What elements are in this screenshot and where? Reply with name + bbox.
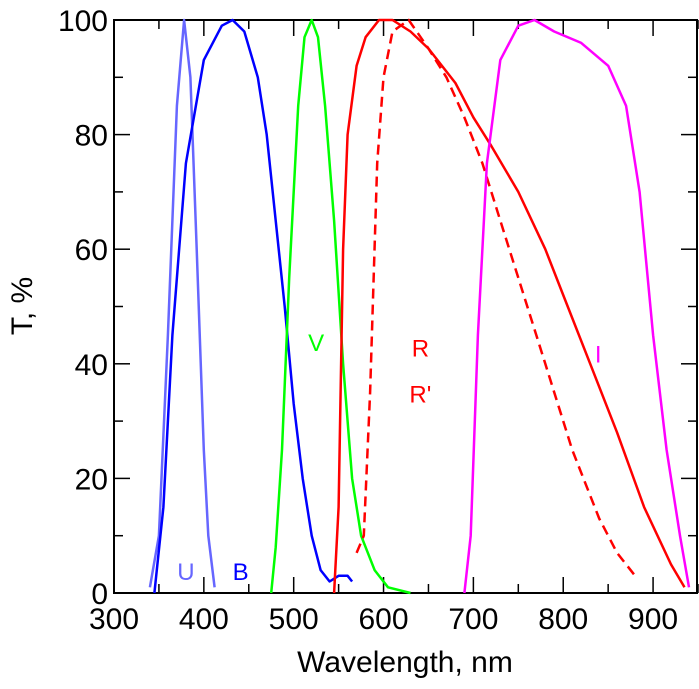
series-r-line <box>332 18 686 594</box>
y-axis-label: T, % <box>6 277 39 335</box>
series-label: B <box>233 559 249 586</box>
series-v-line <box>269 18 411 595</box>
y-tick-label: 100 <box>58 5 108 38</box>
x-tick-label: 500 <box>269 603 319 636</box>
x-axis-label: Wavelength, nm <box>297 646 513 679</box>
x-tick-label: 700 <box>448 603 498 636</box>
series-b-line <box>153 18 354 594</box>
y-tick-label: 0 <box>91 578 108 611</box>
y-tick-label: 80 <box>75 120 108 153</box>
x-tick-label: 300 <box>89 603 139 636</box>
series-r-prime-line <box>355 18 637 577</box>
y-tick-label: 60 <box>75 234 108 267</box>
series-label: I <box>595 341 602 368</box>
y-tick-label: 20 <box>75 463 108 496</box>
series-label: V <box>308 330 324 357</box>
series-label: U <box>177 559 194 586</box>
series-i-line <box>463 18 691 594</box>
series-u-line <box>148 18 216 588</box>
plot-frame <box>113 19 698 594</box>
series-label: R' <box>409 381 431 408</box>
y-tick-label: 40 <box>75 349 108 382</box>
x-tick-label: 900 <box>628 603 678 636</box>
series-label: R <box>412 336 429 363</box>
x-tick-label: 600 <box>359 603 409 636</box>
x-tick-label: 800 <box>538 603 588 636</box>
x-tick-label: 400 <box>179 603 229 636</box>
